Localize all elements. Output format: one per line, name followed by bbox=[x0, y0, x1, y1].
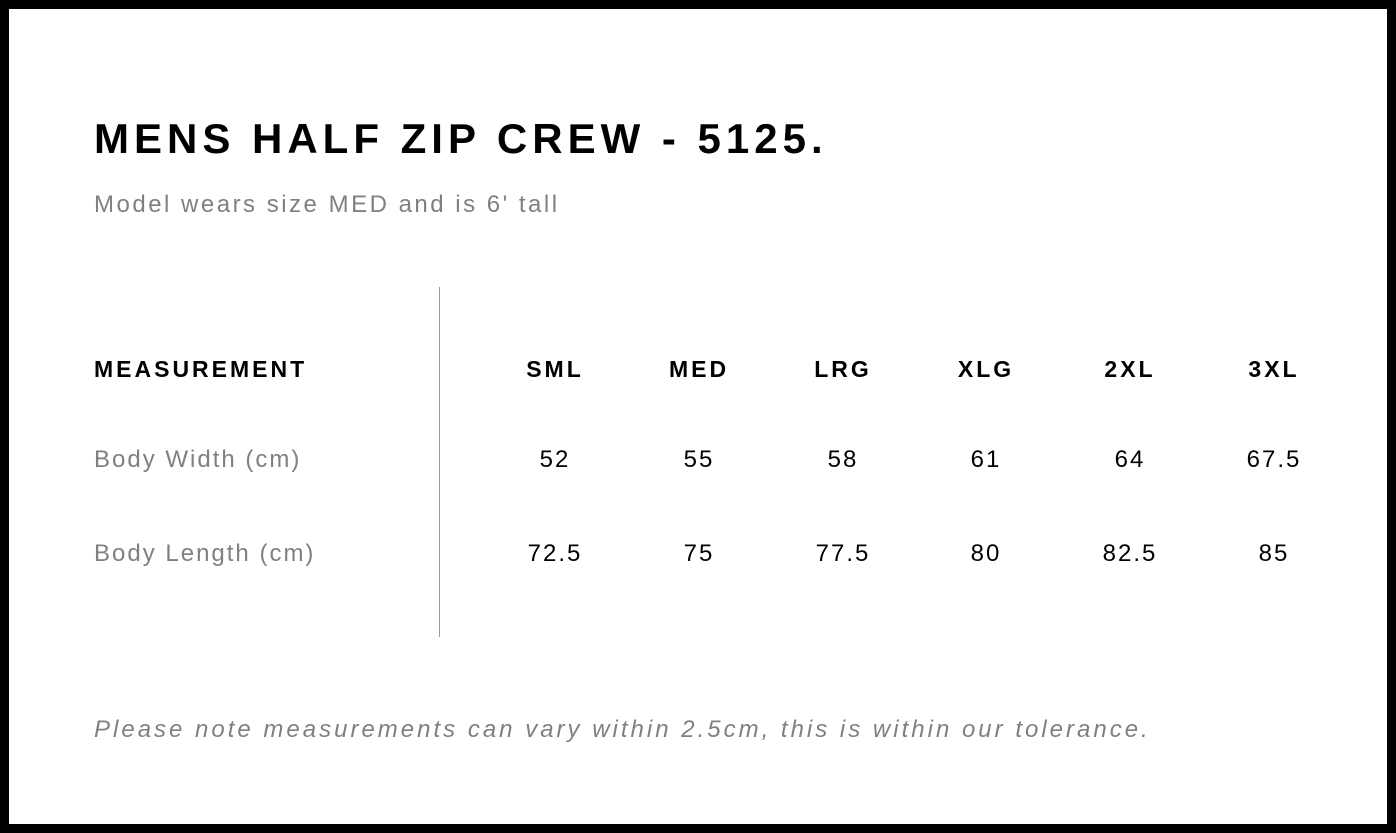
table-cell: 67.5 bbox=[1246, 446, 1302, 473]
row-label: Body Length (cm) bbox=[94, 540, 316, 567]
size-chart-card: MENS HALF ZIP CREW - 5125. Model wears s… bbox=[9, 9, 1387, 824]
size-header-lrg: LRG bbox=[814, 356, 872, 382]
size-header-med: MED bbox=[668, 356, 730, 382]
table-cell: 64 bbox=[1114, 446, 1146, 473]
table-cell: 80 bbox=[970, 540, 1002, 567]
size-header-sml: SML bbox=[526, 356, 584, 382]
column-divider bbox=[439, 287, 440, 637]
measurement-header: MEASUREMENT bbox=[94, 356, 308, 382]
tolerance-note: Please note measurements can vary within… bbox=[94, 716, 1151, 743]
page-title: MENS HALF ZIP CREW - 5125. bbox=[94, 115, 828, 162]
table-cell: 72.5 bbox=[527, 540, 583, 567]
size-header-2xl: 2XL bbox=[1104, 356, 1156, 382]
table-cell: 75 bbox=[683, 540, 715, 567]
table-cell: 82.5 bbox=[1102, 540, 1158, 567]
table-cell: 55 bbox=[683, 446, 715, 473]
table-cell: 58 bbox=[827, 446, 859, 473]
table-cell: 85 bbox=[1258, 540, 1290, 567]
table-cell: 52 bbox=[539, 446, 571, 473]
row-label: Body Width (cm) bbox=[94, 446, 302, 473]
table-cell: 61 bbox=[970, 446, 1002, 473]
subtitle: Model wears size MED and is 6' tall bbox=[94, 191, 560, 218]
size-header-xlg: XLG bbox=[957, 356, 1015, 382]
size-header-3xl: 3XL bbox=[1248, 356, 1300, 382]
table-cell: 77.5 bbox=[815, 540, 871, 567]
